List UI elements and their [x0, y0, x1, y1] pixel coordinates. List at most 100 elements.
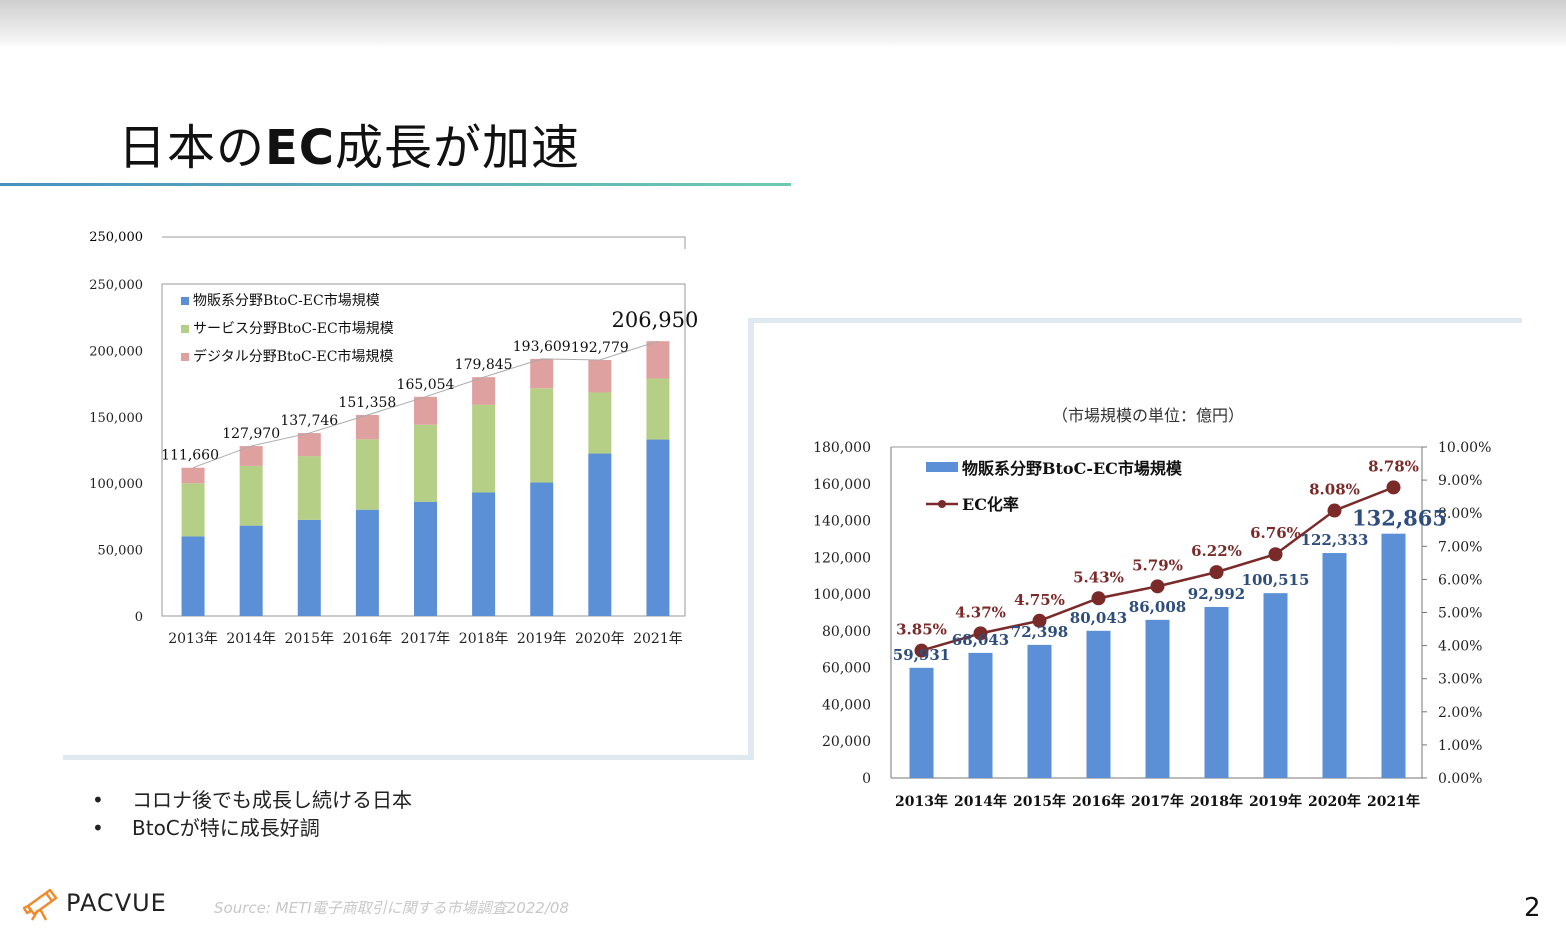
chart2-line-value-label: 8.78% [1368, 457, 1419, 475]
chart2-bar-value-label: 100,515 [1242, 571, 1310, 589]
source-note: Source: METI電子商取引に関する市場調査2022/08 [214, 899, 569, 917]
chart1-total-label: 179,845 [455, 357, 513, 373]
chart1-bar-segment [530, 482, 554, 616]
top-gradient-bar [0, 0, 1566, 48]
chart2-right-tick-label: 0.00% [1438, 771, 1482, 787]
chart1-xtick-label: 2016年 [343, 631, 393, 647]
chart1-ytick-label: 0 [135, 610, 143, 625]
chart2-xtick-label: 2014年 [954, 793, 1007, 810]
chart1-total-label: 165,054 [397, 377, 455, 393]
chart2-bar [1145, 619, 1170, 778]
chart2-ec-rate-point [1209, 565, 1224, 580]
stacked-bar-chart: 250,000 250,000 200,000 150,000 100,000 50,0… [89, 230, 698, 647]
chart1-total-trend [192, 340, 659, 469]
chart1-bar-segment [588, 359, 612, 393]
chart1-legend-label: 物販系分野BtoC-EC市場規模 [193, 292, 380, 309]
chart1-bar-segment [472, 492, 496, 616]
chart1-bar-segment [239, 446, 263, 466]
slide-title: 日本のEC成長が加速 [118, 120, 581, 176]
chart2-left-tick-label: 60,000 [822, 661, 871, 677]
chart2-ec-rate-point [1091, 591, 1106, 606]
chart1-ytick-label: 200,000 [89, 344, 143, 359]
chart1-ytick-label: 150,000 [89, 411, 143, 426]
chart2-left-tick-label: 80,000 [822, 624, 871, 640]
chart2-left-tick-label: 100,000 [813, 587, 871, 603]
chart1-ghost-frame [162, 236, 686, 249]
chart2-xtick-label: 2016年 [1072, 793, 1125, 810]
chart2-ec-rate-point [1150, 579, 1165, 594]
telescope-icon [22, 888, 58, 921]
chart1-bar-segment [414, 501, 437, 616]
chart2-line-value-label: 4.37% [955, 603, 1006, 621]
chart2-right-tick-label: 9.00% [1438, 473, 1482, 489]
chart1-legend-swatch [181, 353, 189, 361]
bullet-list: • コロナ後でも成長し続ける日本 • BtoCが特に成長好調 [92, 786, 412, 842]
title-underline [0, 183, 791, 186]
chart1-xtick-label: 2014年 [226, 631, 276, 647]
chart1-ytick-label: 250,000 [89, 278, 143, 293]
chart1-bar-segment [472, 377, 496, 405]
chart2-xtick-label: 2019年 [1249, 793, 1302, 810]
chart1-total-label: 111,660 [161, 448, 219, 464]
chart2-line-value-label: 5.43% [1073, 568, 1124, 586]
frame-line-bottom [63, 755, 754, 760]
chart2-right-tick-label: 2.00% [1438, 705, 1482, 721]
chart2-ec-rate-point [973, 626, 988, 641]
chart1-xtick-label: 2013年 [168, 631, 218, 647]
chart1-xtick-label: 2018年 [459, 631, 509, 647]
chart2-bar [1086, 630, 1111, 778]
chart2-xtick-label: 2021年 [1367, 793, 1420, 810]
chart1-bar-segment [414, 424, 437, 502]
chart1-xtick-label: 2020年 [575, 631, 625, 647]
chart2-bar-value-label: 72,398 [1011, 623, 1068, 641]
chart2-bar-value-label: 86,008 [1129, 598, 1186, 616]
chart2-bar [909, 667, 934, 778]
chart2-bar-value-label: 80,043 [1070, 609, 1127, 627]
chart1-bar-segment [355, 509, 379, 616]
chart1-bar-segment [181, 483, 205, 537]
chart2-bar-value-label: 92,992 [1188, 585, 1245, 603]
chart2-legend-line-label: EC化率 [962, 495, 1019, 514]
chart2-right-tick-label: 1.00% [1438, 738, 1482, 754]
chart1-bar-segment [646, 378, 670, 440]
chart2-right-tick-label: 8.00% [1438, 506, 1482, 522]
chart2-xtick-label: 2013年 [895, 793, 948, 810]
logo-text: PACVUE [66, 889, 167, 917]
chart2-right-tick-label: 4.00% [1438, 639, 1482, 655]
chart1-legend-label: サービス分野BtoC-EC市場規模 [193, 320, 394, 337]
chart2-left-tick-label: 160,000 [813, 477, 871, 493]
chart2-line-value-label: 4.75% [1014, 591, 1065, 609]
chart1-bar-segment [181, 467, 205, 484]
chart1-total-label: 137,746 [280, 413, 338, 429]
chart1-bar-segment [297, 433, 321, 457]
chart2-line-value-label: 3.85% [896, 621, 947, 639]
chart2-xtick-label: 2018年 [1190, 793, 1243, 810]
chart1-total-label: 193,609 [513, 339, 571, 355]
chart2-bar-value-label: 68,043 [952, 631, 1009, 649]
chart2-left-tick-label: 140,000 [813, 514, 871, 530]
chart2-bar [1263, 593, 1288, 778]
chart1-legend-swatch [181, 325, 189, 333]
chart2-left-tick-label: 180,000 [813, 440, 871, 456]
chart2-bar-value-label: 132,865 [1352, 506, 1447, 531]
chart1-xtick-label: 2017年 [401, 631, 451, 647]
chart2-bar-value-label: 59,931 [893, 646, 950, 664]
chart1-ytick-label: 50,000 [98, 544, 144, 559]
chart2-ec-rate-point [1327, 503, 1342, 518]
chart2-bar [1204, 606, 1229, 778]
chart2-ec-rate-point [1386, 480, 1401, 495]
chart2-bar [1381, 533, 1406, 778]
chart1-bar-segment [355, 414, 379, 440]
chart2-line-value-label: 5.79% [1132, 556, 1183, 574]
chart1-legend-label: デジタル分野BtoC-EC市場規模 [193, 348, 393, 365]
chart1-bar-segment [414, 396, 437, 425]
bullet-item: • コロナ後でも成長し続ける日本 [92, 788, 412, 812]
chart2-legend-bar-swatch [926, 462, 958, 472]
chart1-ghost-tick: 250,000 [89, 230, 143, 245]
bar-line-chart: （市場規模の単位：億円） 180,000 160,000 140,000 120,00… [813, 406, 1491, 810]
frame-line-vertical [748, 318, 754, 760]
chart1-bar-segment [646, 341, 670, 379]
chart1-xtick-label: 2015年 [284, 631, 334, 647]
chart1-total-label: 192,779 [571, 340, 629, 356]
chart2-right-tick-label: 7.00% [1438, 539, 1482, 555]
